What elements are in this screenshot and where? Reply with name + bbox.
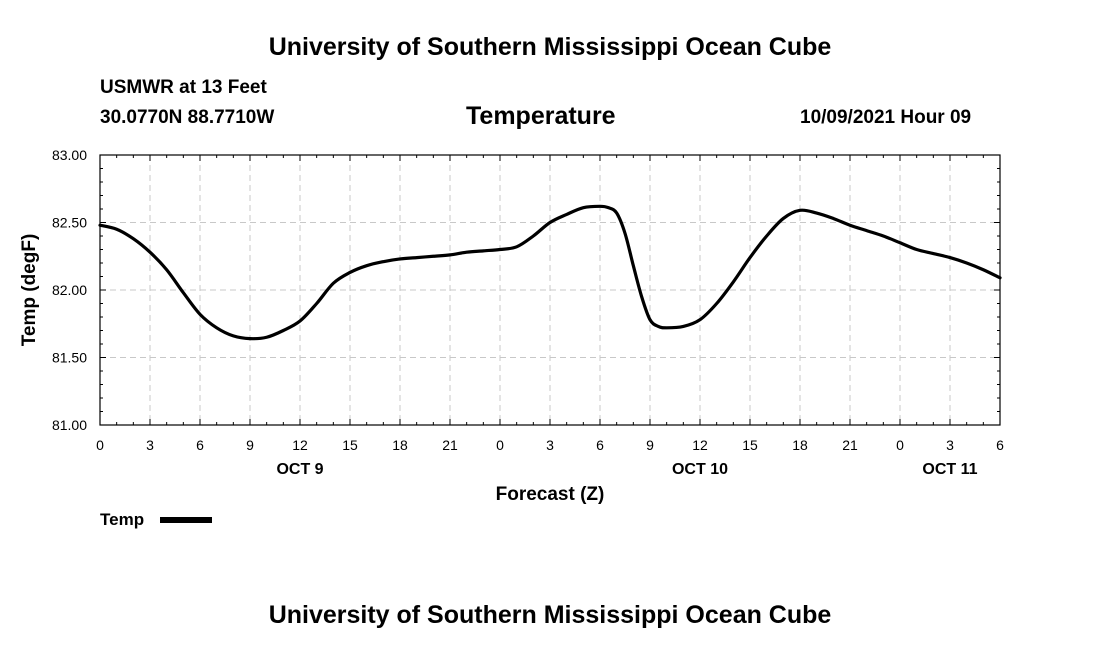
x-tick-label: 0 <box>96 437 104 453</box>
forecast-datetime: 10/09/2021 Hour 09 <box>800 107 972 128</box>
legend-label: Temp <box>100 510 145 529</box>
day-label: OCT 10 <box>672 461 728 478</box>
chart-title: Temperature <box>466 102 616 130</box>
day-label: OCT 9 <box>276 461 323 478</box>
y-tick-label: 83.00 <box>52 147 87 163</box>
x-tick-label: 9 <box>246 437 254 453</box>
x-tick-label: 0 <box>496 437 504 453</box>
x-tick-label: 12 <box>292 437 308 453</box>
temp-series-line <box>98 204 1002 341</box>
station-label: USMWR at 13 Feet <box>100 77 267 98</box>
legend-swatch <box>160 517 212 523</box>
title-top: University of Southern Mississippi Ocean… <box>268 33 832 61</box>
x-tick-label: 15 <box>742 437 758 453</box>
x-tick-label: 3 <box>546 437 554 453</box>
x-tick-label: 6 <box>196 437 204 453</box>
x-tick-label: 3 <box>146 437 154 453</box>
y-tick-label: 81.00 <box>52 417 87 433</box>
x-tick-label: 6 <box>996 437 1004 453</box>
x-tick-label: 18 <box>392 437 408 453</box>
x-tick-label: 21 <box>442 437 458 453</box>
x-axis-label: Forecast (Z) <box>496 484 605 505</box>
x-tick-label: 15 <box>342 437 358 453</box>
title-bottom: University of Southern Mississippi Ocean… <box>268 601 832 629</box>
x-tick-label: 12 <box>692 437 708 453</box>
y-tick-label: 82.00 <box>52 282 87 298</box>
station-coords: 30.0770N 88.7710W <box>100 107 275 128</box>
y-tick-label: 81.50 <box>52 350 87 366</box>
x-tick-label: 9 <box>646 437 654 453</box>
x-tick-label: 6 <box>596 437 604 453</box>
x-tick-label: 3 <box>946 437 954 453</box>
x-tick-label: 18 <box>792 437 808 453</box>
x-tick-label: 21 <box>842 437 858 453</box>
y-axis-label: Temp (degF) <box>19 234 40 347</box>
y-tick-label: 82.50 <box>52 215 87 231</box>
x-tick-label: 0 <box>896 437 904 453</box>
day-label: OCT 11 <box>922 461 977 478</box>
